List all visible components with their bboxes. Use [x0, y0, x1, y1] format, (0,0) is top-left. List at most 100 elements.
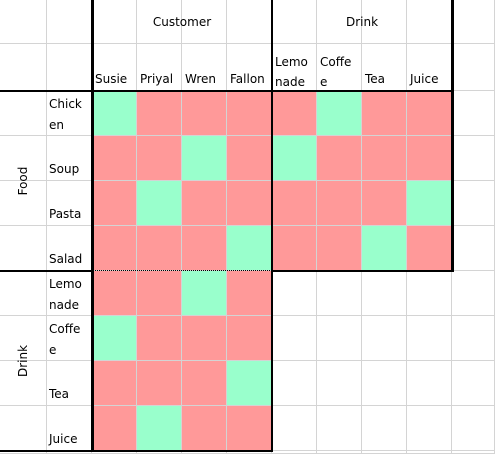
grid-cell[interactable]	[227, 361, 272, 406]
grid-cell[interactable]	[137, 226, 182, 271]
sheet-cell[interactable]	[272, 406, 317, 451]
grid-cell[interactable]	[92, 181, 137, 226]
sheet-cell[interactable]	[0, 0, 47, 44]
border-horizontal-left-split	[0, 270, 92, 272]
grid-cell[interactable]	[317, 136, 362, 181]
grid-cell[interactable]	[137, 271, 182, 316]
sheet-cell[interactable]	[452, 91, 495, 136]
grid-cell[interactable]	[92, 271, 137, 316]
sheet-cell[interactable]	[452, 0, 495, 44]
sheet-cell[interactable]	[47, 44, 92, 91]
grid-cell[interactable]	[317, 181, 362, 226]
sheet-cell[interactable]	[272, 271, 317, 316]
grid-cell[interactable]	[92, 136, 137, 181]
grid-cell[interactable]	[407, 181, 452, 226]
grid-cell[interactable]	[227, 91, 272, 136]
header-customer: Customer	[152, 15, 212, 29]
grid-cell[interactable]	[272, 91, 317, 136]
sheet-cell[interactable]	[272, 0, 317, 44]
grid-cell[interactable]	[362, 226, 407, 271]
sheet-cell[interactable]	[452, 44, 495, 91]
sheet-cell[interactable]	[0, 316, 47, 361]
sheet-cell[interactable]	[0, 181, 47, 226]
grid-cell[interactable]	[407, 226, 452, 271]
grid-cell[interactable]	[362, 91, 407, 136]
sheet-cell[interactable]	[0, 226, 47, 271]
sheet-cell[interactable]	[0, 406, 47, 451]
grid-cell[interactable]	[137, 91, 182, 136]
sheet-cell[interactable]	[0, 271, 47, 316]
grid-cell[interactable]	[137, 406, 182, 451]
sheet-cell[interactable]	[272, 361, 317, 406]
sheet-cell[interactable]	[407, 406, 452, 451]
column-label: Juice	[410, 72, 439, 86]
grid-cell[interactable]	[362, 136, 407, 181]
sheet-cell[interactable]	[452, 361, 495, 406]
border-horizontal-right-bottom	[271, 270, 454, 272]
grid-cell[interactable]	[272, 136, 317, 181]
sheet-cell[interactable]	[0, 44, 47, 91]
grid-cell[interactable]	[227, 406, 272, 451]
sheet-cell[interactable]	[317, 0, 362, 44]
grid-cell[interactable]	[182, 406, 227, 451]
grid-cell[interactable]	[137, 316, 182, 361]
grid-cell[interactable]	[317, 91, 362, 136]
grid-cell[interactable]	[317, 226, 362, 271]
sheet-cell[interactable]	[92, 0, 137, 44]
sheet-cell[interactable]	[362, 361, 407, 406]
sheet-cell[interactable]	[407, 316, 452, 361]
grid-cell[interactable]	[227, 226, 272, 271]
row-label: Salad	[49, 252, 83, 266]
grid-cell[interactable]	[272, 226, 317, 271]
grid-cell[interactable]	[227, 136, 272, 181]
grid-cell[interactable]	[272, 181, 317, 226]
grid-cell[interactable]	[92, 91, 137, 136]
sheet-cell[interactable]	[47, 0, 92, 44]
sheet-cell[interactable]	[317, 406, 362, 451]
grid-cell[interactable]	[182, 316, 227, 361]
grid-cell[interactable]	[407, 136, 452, 181]
sheet-cell[interactable]	[362, 0, 407, 44]
grid-cell[interactable]	[362, 181, 407, 226]
sheet-cell[interactable]	[317, 361, 362, 406]
sheet-cell[interactable]	[137, 0, 182, 44]
sheet-cell[interactable]	[182, 0, 227, 44]
grid-cell[interactable]	[182, 91, 227, 136]
grid-cell[interactable]	[92, 361, 137, 406]
sheet-cell[interactable]	[0, 91, 47, 136]
grid-cell[interactable]	[182, 361, 227, 406]
sheet-cell[interactable]	[362, 316, 407, 361]
sheet-cell[interactable]	[407, 361, 452, 406]
sheet-cell[interactable]	[452, 181, 495, 226]
sheet-cell[interactable]	[452, 226, 495, 271]
sheet-cell[interactable]	[317, 316, 362, 361]
grid-cell[interactable]	[407, 91, 452, 136]
grid-cell[interactable]	[137, 361, 182, 406]
sheet-cell[interactable]	[272, 316, 317, 361]
sheet-cell[interactable]	[0, 361, 47, 406]
sheet-cell[interactable]	[452, 316, 495, 361]
sheet-cell[interactable]	[452, 406, 495, 451]
grid-cell[interactable]	[92, 406, 137, 451]
grid-cell[interactable]	[92, 316, 137, 361]
sheet-cell[interactable]	[407, 271, 452, 316]
sheet-cell[interactable]	[362, 271, 407, 316]
grid-cell[interactable]	[227, 181, 272, 226]
grid-cell[interactable]	[227, 316, 272, 361]
column-label: Coffe e	[320, 55, 352, 89]
grid-cell[interactable]	[92, 226, 137, 271]
grid-cell[interactable]	[182, 181, 227, 226]
grid-cell[interactable]	[182, 271, 227, 316]
sheet-cell[interactable]	[452, 136, 495, 181]
row-label: Chick en	[49, 97, 82, 132]
sheet-cell[interactable]	[452, 271, 495, 316]
sheet-cell[interactable]	[317, 271, 362, 316]
grid-cell[interactable]	[227, 271, 272, 316]
sheet-cell[interactable]	[0, 136, 47, 181]
grid-cell[interactable]	[137, 136, 182, 181]
sheet-cell[interactable]	[362, 406, 407, 451]
grid-cell[interactable]	[137, 181, 182, 226]
grid-cell[interactable]	[182, 136, 227, 181]
grid-cell[interactable]	[182, 226, 227, 271]
